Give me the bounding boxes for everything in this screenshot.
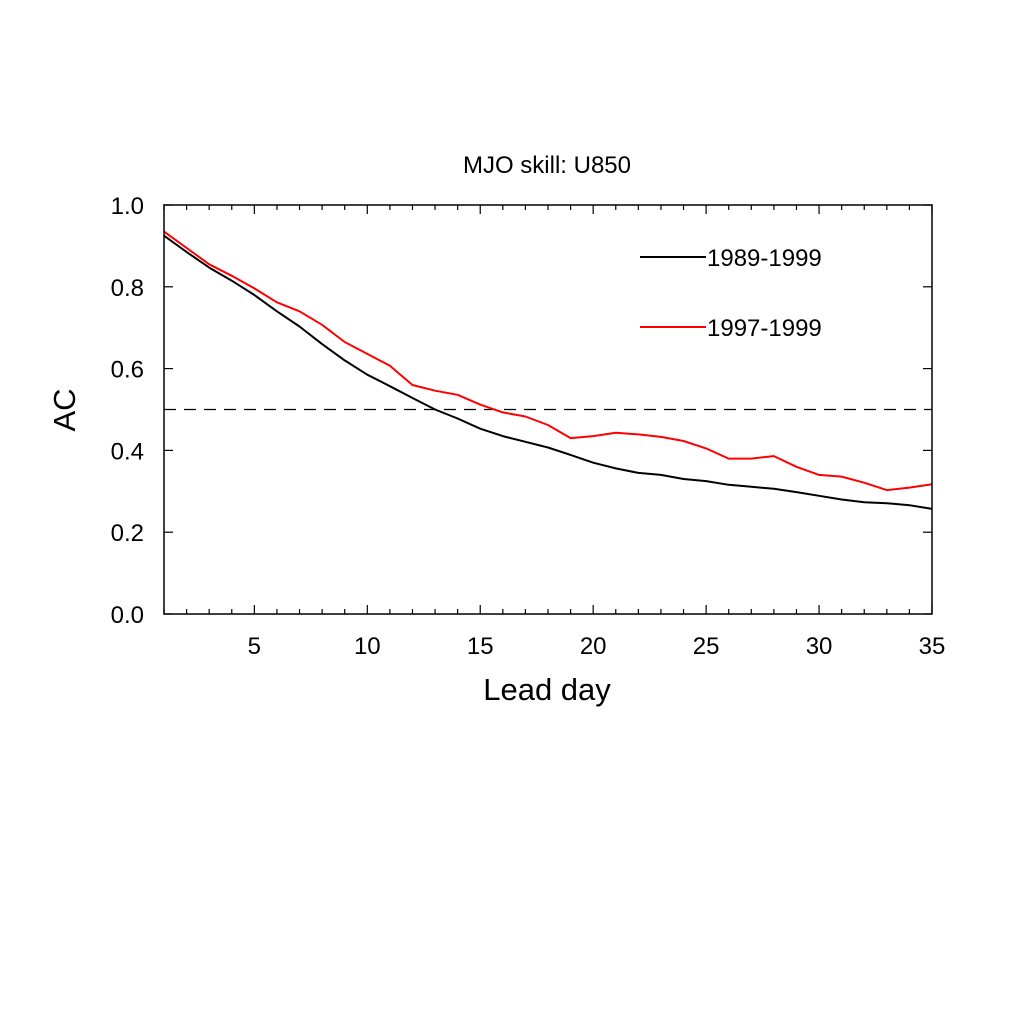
y-tick-label: 0.0 (111, 602, 144, 629)
series-line-1 (163, 234, 933, 510)
legend-label-1: 1989-1999 (707, 245, 822, 272)
y-tick-label: 0.2 (111, 520, 144, 547)
y-tick-label: 0.8 (111, 275, 144, 302)
x-tick-label: 10 (354, 633, 381, 660)
x-axis-label: Lead day (483, 672, 611, 707)
x-tick-label: 25 (693, 633, 720, 660)
legend: 1989-1999 1997-1999 (640, 245, 822, 342)
x-tick-label: 15 (467, 633, 494, 660)
x-tick-label: 30 (806, 633, 833, 660)
plot-area: 5 10 15 20 25 30 35 0.0 0.2 0.4 0.6 0.8 1.0 (111, 193, 946, 660)
y-axis-label: AC (47, 388, 82, 431)
x-tick-label: 20 (580, 633, 607, 660)
y-tick-label: 1.0 (111, 193, 144, 220)
legend-label-2: 1997-1999 (707, 315, 822, 342)
x-tick-label: 35 (919, 633, 946, 660)
chart-title: MJO skill: U850 (463, 152, 631, 179)
series-line-2 (163, 230, 933, 492)
x-tick-label: 5 (248, 633, 261, 660)
y-tick-label: 0.6 (111, 357, 144, 384)
y-tick-label: 0.4 (111, 438, 144, 465)
